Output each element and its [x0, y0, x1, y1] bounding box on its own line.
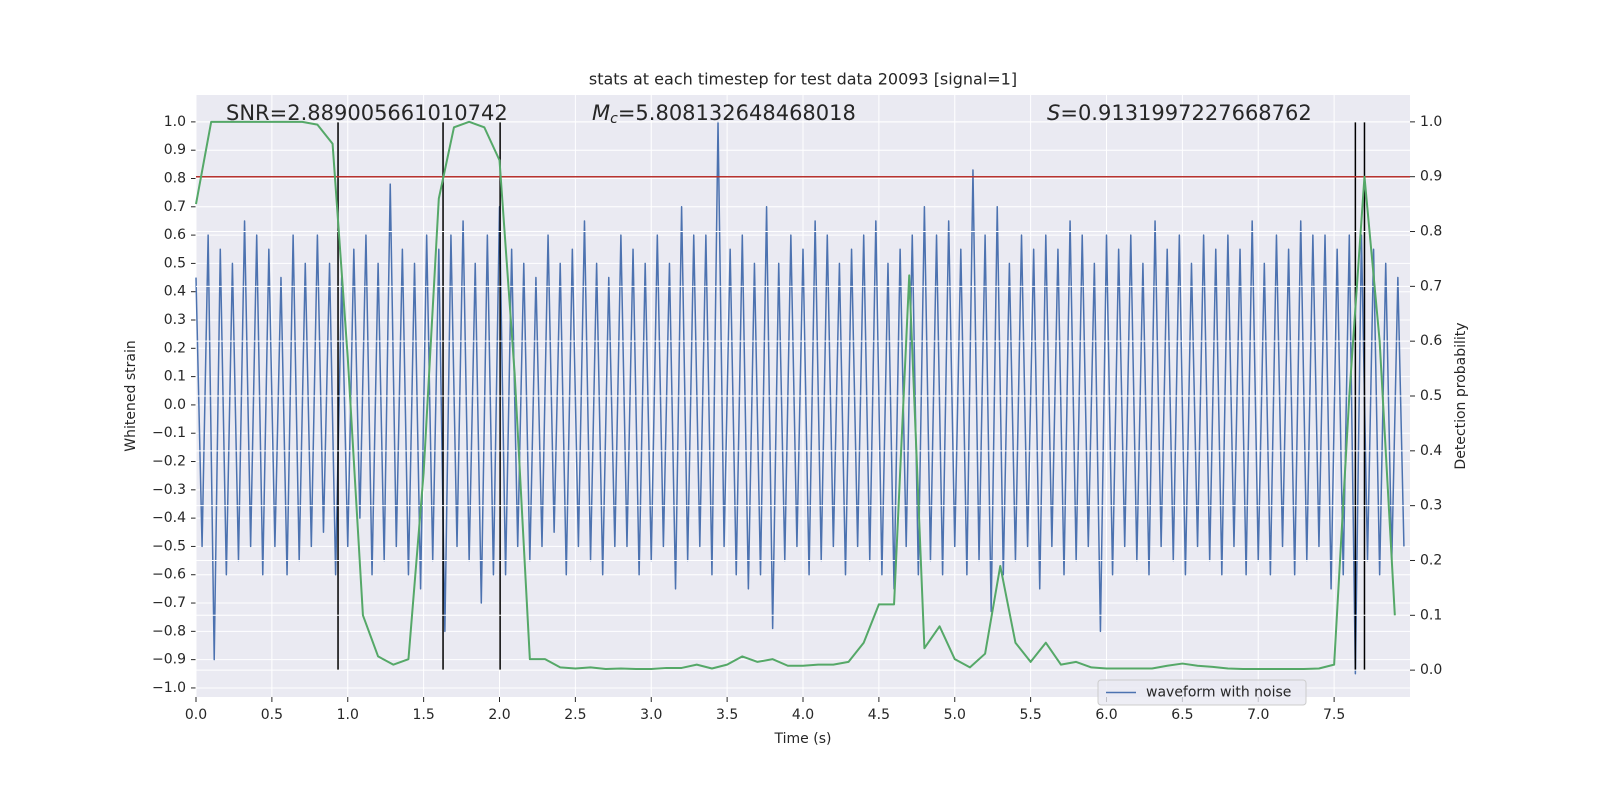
- x-tick-label: 1.5: [412, 707, 434, 723]
- x-tick-label: 7.0: [1247, 707, 1269, 723]
- y-tick-label: 0.6: [164, 227, 186, 243]
- x-tick-label: 3.0: [640, 707, 662, 723]
- x-tick-label: 3.5: [716, 707, 738, 723]
- y2-tick-label: 0.4: [1420, 443, 1442, 459]
- annotation: SNR=2.889005661010742: [226, 101, 508, 125]
- x-tick-label: 5.0: [944, 707, 966, 723]
- y-tick-label: −0.1: [152, 425, 186, 441]
- y-tick-label: −0.7: [152, 595, 186, 611]
- x-tick-label: 0.0: [185, 707, 207, 723]
- y-tick-label: −0.2: [152, 454, 186, 470]
- annotation-symbol: M: [592, 101, 610, 125]
- annotation-subscript: c: [610, 111, 618, 127]
- y-tick-label: 0.2: [164, 340, 186, 356]
- x-tick-label: 0.5: [261, 707, 283, 723]
- annotation-text: =5.808132648468018: [618, 101, 856, 125]
- legend-box: [1097, 679, 1307, 706]
- series-line: [195, 120, 1396, 671]
- y-tick-label: −0.5: [152, 538, 186, 554]
- x-tick-label: 6.0: [1095, 707, 1117, 723]
- annotation-text: =0.9131997227668762: [1060, 101, 1311, 125]
- y-tick-label: 1.0: [164, 114, 186, 130]
- annotation-text: SNR=2.889005661010742: [226, 101, 508, 125]
- y2-tick-label: 0.3: [1420, 498, 1442, 514]
- x-tick-label: 1.0: [337, 707, 359, 723]
- x-tick-label: 7.5: [1323, 707, 1345, 723]
- y-tick-label: −0.3: [152, 482, 186, 498]
- x-tick-label: 4.0: [792, 707, 814, 723]
- chart-title: stats at each timestep for test data 200…: [589, 70, 1017, 89]
- x-tick-label: 4.5: [868, 707, 890, 723]
- y2-tick-label: 0.5: [1420, 388, 1442, 404]
- x-axis-label: Time (s): [774, 731, 832, 747]
- y2-tick-label: 0.9: [1420, 169, 1442, 185]
- y2-tick-label: 0.7: [1420, 278, 1442, 294]
- annotation: S=0.9131997227668762: [1047, 101, 1312, 125]
- annotation: Mc=5.808132648468018: [592, 101, 856, 127]
- y-tick-label: 0.4: [164, 284, 186, 300]
- series-line: [195, 121, 1405, 675]
- y-tick-label: −0.4: [152, 510, 186, 526]
- legend-label: waveform with noise: [1146, 685, 1291, 701]
- y2-axis-label: Detection probability: [1453, 322, 1469, 469]
- y2-tick-label: 0.6: [1420, 333, 1442, 349]
- x-tick-label: 6.5: [1171, 707, 1193, 723]
- x-tick-label: 5.5: [1019, 707, 1041, 723]
- y2-tick-label: 0.8: [1420, 224, 1442, 240]
- y-tick-label: −0.6: [152, 567, 186, 583]
- y-tick-label: 0.7: [164, 199, 186, 215]
- y-tick-label: −0.8: [152, 623, 186, 639]
- y-tick-label: 0.5: [164, 255, 186, 271]
- annotation-symbol: S: [1047, 101, 1060, 125]
- y-tick-label: −0.9: [152, 652, 186, 668]
- y2-tick-label: 0.1: [1420, 607, 1442, 623]
- y-tick-label: 0.9: [164, 142, 186, 158]
- y2-tick-label: 1.0: [1420, 114, 1442, 130]
- y-tick-label: 0.0: [164, 397, 186, 413]
- y-tick-label: 0.1: [164, 369, 186, 385]
- y2-tick-label: 0.0: [1420, 662, 1442, 678]
- y2-tick-label: 0.2: [1420, 552, 1442, 568]
- x-tick-label: 2.5: [564, 707, 586, 723]
- y-tick-label: −1.0: [152, 680, 186, 696]
- y-axis-label: Whitened strain: [123, 340, 139, 451]
- x-tick-label: 2.0: [488, 707, 510, 723]
- y-tick-label: 0.8: [164, 170, 186, 186]
- y-tick-label: 0.3: [164, 312, 186, 328]
